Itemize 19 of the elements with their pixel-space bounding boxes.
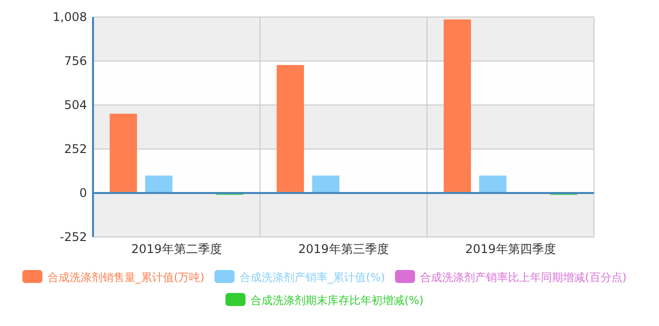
legend-label: 合成洗涤剂产销率_累计值(%) (239, 271, 386, 284)
y-tick-label: -252 (60, 230, 87, 244)
legend-label: 合成洗涤剂期末库存比年初增减(%) (250, 294, 424, 307)
x-tick-label: 2019年第三季度 (298, 242, 389, 256)
bar (444, 19, 471, 193)
bar (145, 176, 172, 193)
y-tick-label: 504 (64, 98, 87, 112)
bar (312, 176, 340, 193)
bar (276, 65, 304, 193)
x-tick-label: 2019年第四季度 (465, 242, 556, 256)
y-tick-label: 1,008 (52, 10, 87, 24)
legend-label: 合成洗涤剂销售量_累计值(万吨) (47, 271, 204, 284)
y-tick-label: 756 (64, 54, 87, 68)
y-tick-label: 0 (79, 186, 87, 200)
y-tick-label: 252 (64, 142, 87, 156)
bar (110, 114, 137, 193)
bar (479, 176, 506, 193)
x-tick-label: 2019年第二季度 (131, 242, 222, 256)
legend-label: 合成洗涤剂产销率比上年同期增减(百分点) (420, 271, 627, 284)
